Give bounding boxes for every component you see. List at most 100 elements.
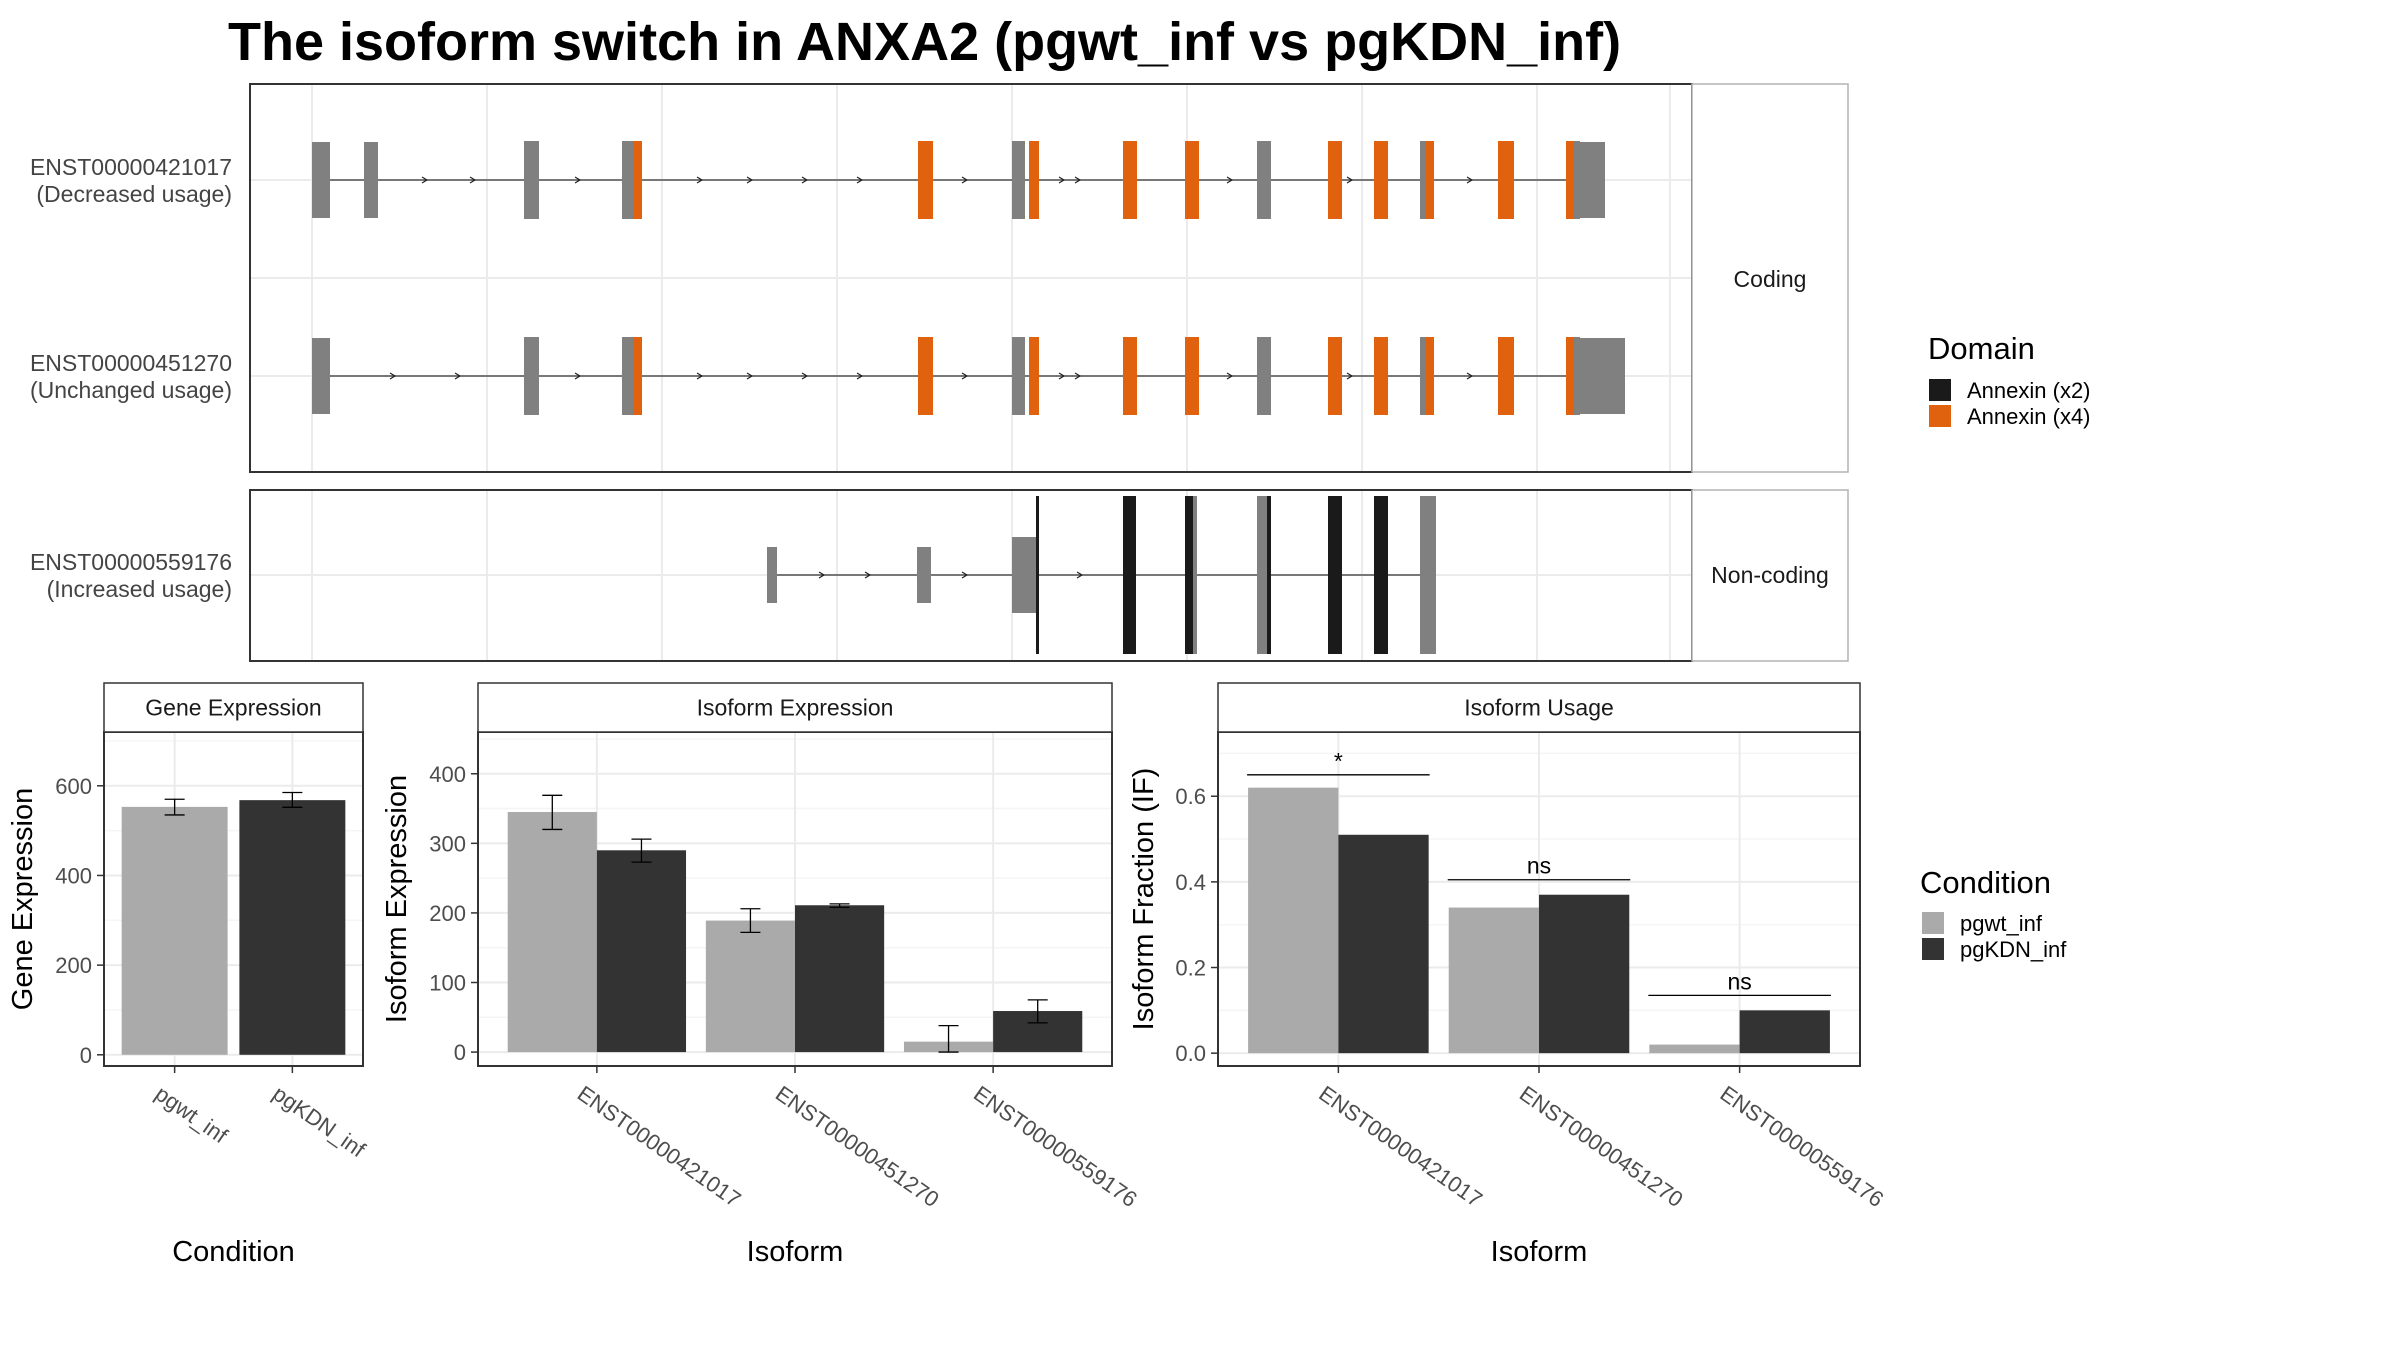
exon-block (1123, 141, 1137, 219)
facet-strip (103, 682, 364, 733)
x-tick-label: pgwt_inf (151, 1081, 233, 1149)
isoform-expression-chart: Isoform Expression 0 100 200 300 400 ENST00000… (381, 682, 1142, 1268)
exon-block (1328, 337, 1342, 415)
exon-block (1574, 337, 1580, 415)
coding-strip (1691, 83, 1849, 473)
y-tick-label: 0.2 (1175, 956, 1206, 981)
exon-block (1257, 337, 1271, 415)
intron-arrow (454, 372, 462, 380)
exon-block (1123, 337, 1137, 415)
exon-block (1012, 537, 1036, 613)
condition-legend-title: Condition (1920, 865, 2051, 900)
y-tick-label: 0 (454, 1040, 466, 1065)
y-tick-label: 400 (429, 762, 466, 787)
exon-block (1580, 142, 1605, 218)
y-tick-label: 0 (80, 1043, 92, 1068)
significance-label: * (1334, 748, 1343, 774)
exon-block (1123, 496, 1136, 654)
bar (1448, 907, 1539, 1054)
intron-arrow (1058, 372, 1066, 380)
intron-arrow (856, 372, 864, 380)
exon-block (530, 141, 539, 219)
exon-block (622, 337, 633, 415)
domain-legend: Domain Annexin (x2)Annexin (x4) (1928, 331, 2091, 429)
exon-block (1420, 337, 1426, 415)
significance-label: ns (1527, 853, 1551, 879)
condition-legend-key (1922, 938, 1944, 960)
intron-arrow (864, 571, 872, 579)
exon-block (1017, 337, 1025, 415)
exon-block (918, 337, 933, 415)
intron-arrow (1074, 372, 1082, 380)
bar (1248, 787, 1339, 1054)
exon-block (1426, 337, 1434, 415)
exon-block (918, 141, 933, 219)
intron-arrow (746, 176, 754, 184)
exon-block (622, 141, 633, 219)
exon-block (312, 142, 330, 218)
y-tick-label: 600 (55, 774, 92, 799)
y-tick-label: 300 (429, 831, 466, 856)
intron-arrow (856, 176, 864, 184)
intron-arrow (1226, 372, 1234, 380)
facet-strip-title: Isoform Usage (1464, 695, 1614, 721)
intron-arrow (1466, 372, 1474, 380)
coding-strip-label: Coding (1734, 266, 1807, 292)
intron-arrow (961, 571, 969, 579)
exon-block (1012, 141, 1017, 219)
exon-block (1498, 337, 1514, 415)
isoform-usage-chart: * ns ns Isoform Usage 0.0 0.2 0.4 0.6 ENST000004… (1128, 682, 1889, 1268)
x-tick-label: ENST00000559176 (1716, 1081, 1889, 1212)
domain-legend-label: Annexin (x2) (1967, 378, 2091, 403)
intron-arrow (421, 176, 429, 184)
condition-legend-label: pgwt_inf (1960, 911, 2043, 936)
intron-arrow (469, 176, 477, 184)
exon-block (1420, 141, 1426, 219)
transcript-label-usage: (Decreased usage) (36, 181, 232, 207)
x-tick-label: ENST00000451270 (1515, 1081, 1688, 1212)
bar (121, 806, 228, 1055)
exon-block (1566, 141, 1574, 219)
bar (507, 812, 597, 1053)
facet-strip (477, 682, 1113, 733)
intron-arrow (574, 176, 582, 184)
domain-legend-key (1929, 379, 1951, 401)
y-tick-label: 0.6 (1175, 784, 1206, 809)
y-axis-title: Gene Expression (7, 788, 39, 1010)
condition-legend-label: pgKDN_inf (1960, 937, 2067, 962)
intron-arrow (1058, 176, 1066, 184)
exon-block (1257, 496, 1267, 654)
x-tick-label: ENST00000421017 (573, 1081, 746, 1212)
exon-block (1426, 141, 1434, 219)
bar (1539, 894, 1630, 1054)
exon-block (633, 141, 642, 219)
exon-block (767, 547, 777, 603)
exon-block (1185, 337, 1199, 415)
x-tick-label: ENST00000559176 (969, 1081, 1142, 1212)
exon-block (1017, 141, 1025, 219)
noncoding-strip (1691, 489, 1849, 662)
exon-block (1580, 338, 1625, 414)
exon-block (633, 337, 642, 415)
facet-strip (1217, 682, 1861, 733)
intron-arrow (961, 176, 969, 184)
exon-block (1420, 496, 1436, 654)
intron-arrow (1346, 372, 1354, 380)
transcript-label-usage: (Increased usage) (47, 576, 232, 602)
exon-block (1374, 496, 1388, 654)
condition-legend-key (1922, 912, 1944, 934)
intron-arrow (696, 372, 704, 380)
intron-arrow (1466, 176, 1474, 184)
significance-label: ns (1727, 968, 1751, 994)
facet-strip-title: Isoform Expression (697, 695, 894, 721)
facet-strip-title: Gene Expression (145, 695, 321, 721)
exon-block (364, 142, 378, 218)
y-axis-title: Isoform Expression (381, 775, 413, 1023)
y-tick-label: 0.0 (1175, 1041, 1206, 1066)
intron-arrow (818, 571, 826, 579)
exon-block (530, 337, 539, 415)
intron-arrow (801, 372, 809, 380)
bar (1649, 1044, 1740, 1054)
bar (795, 905, 885, 1053)
